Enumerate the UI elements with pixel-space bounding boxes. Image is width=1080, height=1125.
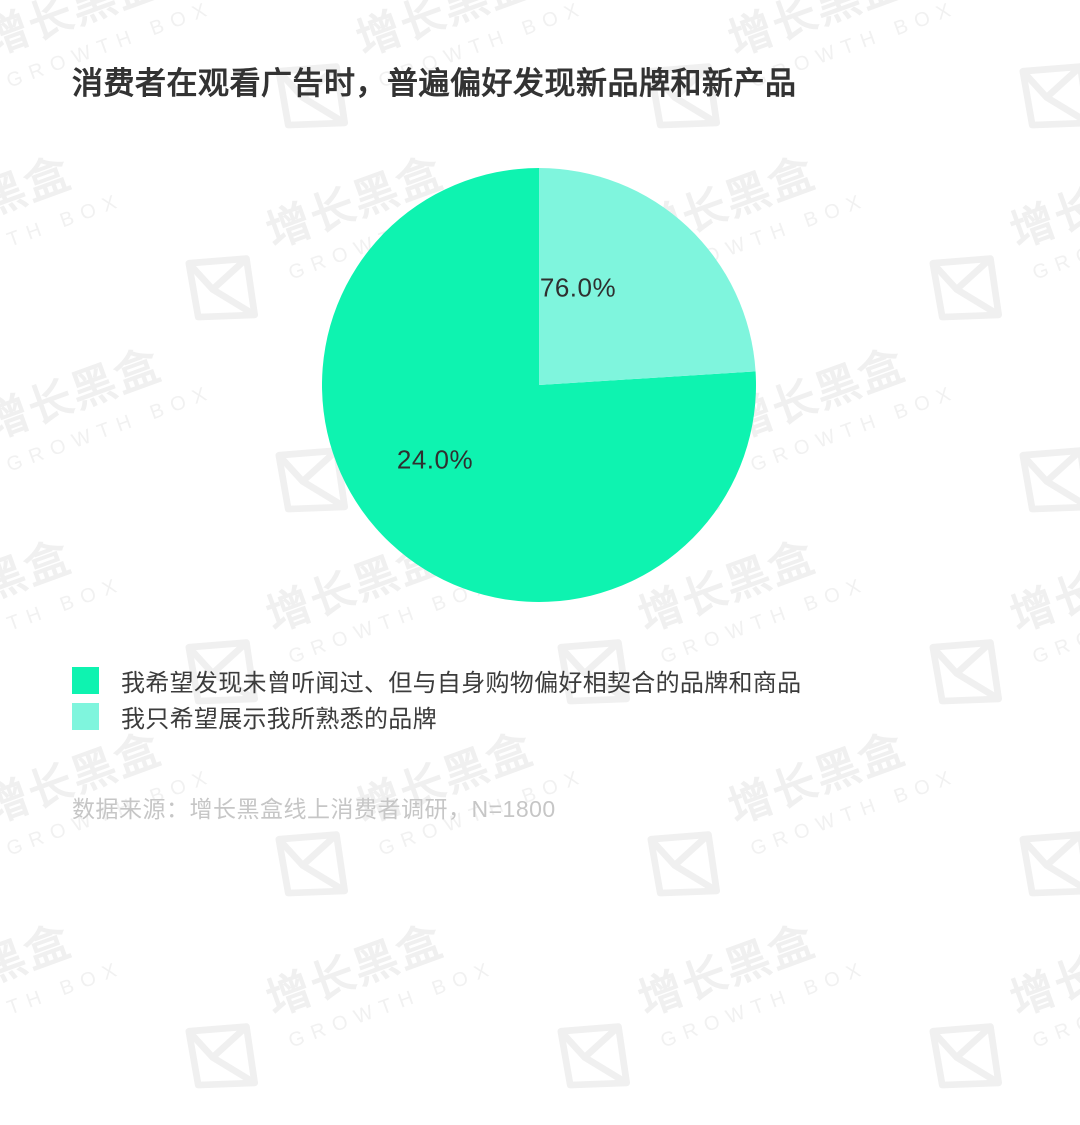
legend-item-label: 我希望发现未曾听闻过、但与自身购物偏好相契合的品牌和商品 xyxy=(121,669,802,697)
watermark-cn-text: 增长黑盒 xyxy=(260,916,450,1026)
source-note: 数据来源：增长黑盒线上消费者调研，N=1800 xyxy=(72,796,556,822)
growth-box-logo-icon xyxy=(557,1023,631,1089)
legend-item-label: 我只希望展示我所熟悉的品牌 xyxy=(121,705,437,733)
pie-slice-primary[interactable] xyxy=(322,168,756,602)
legend-color-swatch xyxy=(72,702,99,730)
growth-box-logo-icon xyxy=(185,1023,259,1089)
legend-color-swatch xyxy=(72,666,99,694)
watermark-en-text: GROWTH BOX xyxy=(1029,957,1080,1053)
chart-legend: 我希望发现未曾听闻过、但与自身购物偏好相契合的品牌和商品 我只希望展示我所熟悉的… xyxy=(72,662,801,734)
watermark-cn-text: 增长黑盒 xyxy=(0,916,78,1026)
watermark-cn-text: 增长黑盒 xyxy=(1004,916,1080,1026)
pie-slice-secondary[interactable] xyxy=(539,168,756,385)
watermark-en-text: GROWTH BOX xyxy=(285,956,499,1053)
legend-item[interactable]: 我希望发现未曾听闻过、但与自身购物偏好相契合的品牌和商品 xyxy=(72,662,801,698)
legend-item[interactable]: 我只希望展示我所熟悉的品牌 xyxy=(72,698,801,734)
pie-slice-label-secondary: 24.0% xyxy=(396,444,474,475)
pie-chart: 76.0% 24.0% xyxy=(322,168,756,602)
chart-container: 消费者在观看广告时，普遍偏好发现新品牌和新产品 76.0% 24.0% 我希望发… xyxy=(72,66,801,822)
pie-chart-svg xyxy=(322,168,756,602)
page-title: 消费者在观看广告时，普遍偏好发现新品牌和新产品 xyxy=(72,66,797,101)
watermark-en-text: GROWTH BOX xyxy=(0,956,127,1053)
watermark-cn-text: 增长黑盒 xyxy=(632,916,822,1026)
watermark-en-text: GROWTH BOX xyxy=(657,956,871,1053)
pie-slice-label-primary: 76.0% xyxy=(539,272,617,303)
growth-box-logo-icon xyxy=(929,1023,1003,1089)
